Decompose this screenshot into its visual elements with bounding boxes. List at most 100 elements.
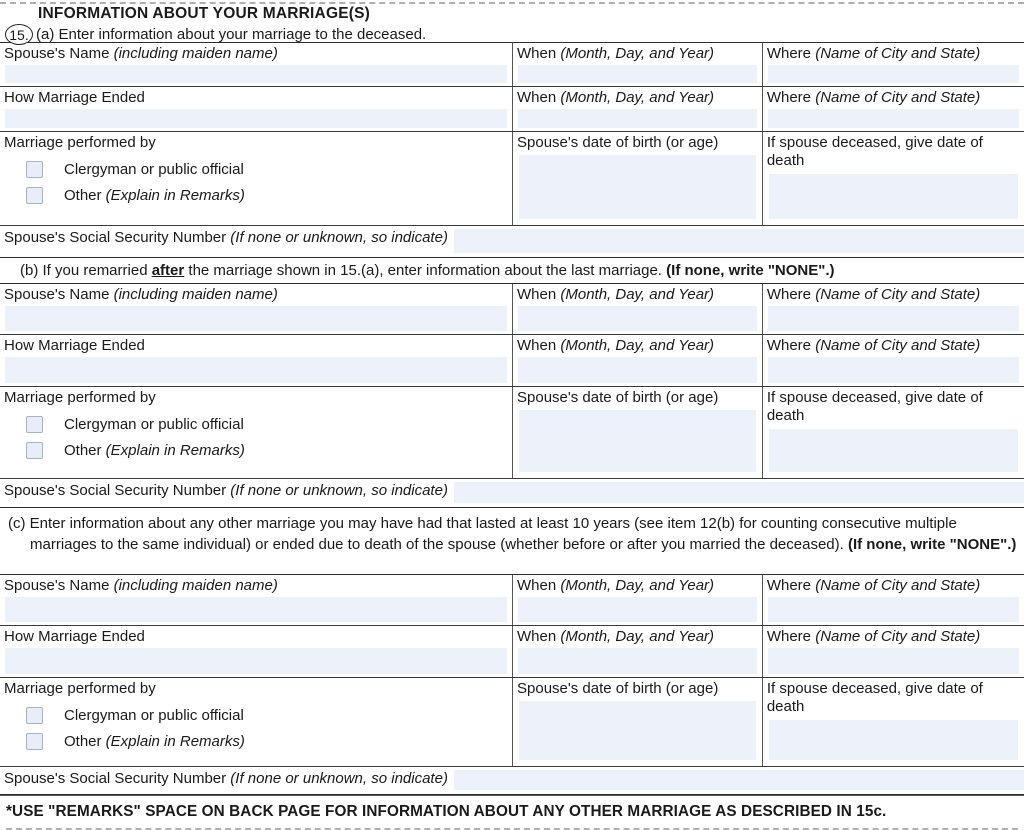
table-row: How Marriage Ended When (Month, Day, and…: [0, 625, 1024, 677]
table-row: Spouse's Social Security Number (If none…: [0, 766, 1024, 794]
clergyman-label: Clergyman or public official: [64, 415, 244, 433]
how-ended-input[interactable]: [5, 357, 507, 383]
spouse-dob-input[interactable]: [519, 155, 756, 219]
ended-when-input[interactable]: [518, 109, 757, 128]
footer: *USE "REMARKS" SPACE ON BACK PAGE FOR IN…: [0, 795, 1024, 830]
performed-by-cell: Marriage performed by Clergyman or publi…: [0, 132, 512, 225]
item-15b-text: (b) If you remarried after the marriage …: [20, 262, 835, 279]
other-checkbox[interactable]: [26, 442, 43, 460]
clergyman-label: Clergyman or public official: [64, 706, 244, 724]
spouse-name-label: Spouse's Name (including maiden name): [4, 577, 278, 594]
marriage-when-input[interactable]: [518, 65, 757, 83]
table-row: Marriage performed by Clergyman or publi…: [0, 131, 1024, 225]
spouse-name-input[interactable]: [5, 306, 507, 331]
table-row: Marriage performed by Clergyman or publi…: [0, 386, 1024, 478]
performed-by-label: Marriage performed by: [4, 389, 156, 406]
table-row: Spouse's Name (including maiden name) Wh…: [0, 575, 1024, 625]
page-top-cut-line: [0, 2, 1024, 4]
other-checkbox[interactable]: [26, 733, 43, 751]
date-of-death-input[interactable]: [768, 173, 1018, 219]
table-row: Spouse's Name (including maiden name) Wh…: [0, 43, 1024, 86]
marriage-when-input[interactable]: [518, 597, 757, 622]
spouse-ssn-input[interactable]: [453, 229, 1024, 253]
spouse-dob-label: Spouse's date of birth (or age): [517, 134, 719, 151]
spouse-name-input[interactable]: [5, 65, 507, 83]
spouse-dob-input[interactable]: [519, 410, 756, 472]
table-row: How Marriage Ended When (Month, Day, and…: [0, 334, 1024, 386]
spouse-ssn-input[interactable]: [453, 770, 1024, 790]
marriage-where-input[interactable]: [767, 306, 1019, 331]
spouse-name-cell: Spouse's Name (including maiden name): [0, 575, 512, 625]
where-label: Where (Name of City and State): [766, 577, 981, 594]
marriage-table-a: Spouse's Name (including maiden name) Wh…: [0, 42, 1024, 258]
marriage-where-cell: Where (Name of City and State): [761, 284, 1024, 334]
spouse-dob-cell: Spouse's date of birth (or age): [512, 132, 762, 225]
ended-where-input[interactable]: [767, 357, 1019, 383]
item-15b-intro: (b) If you remarried after the marriage …: [0, 258, 1024, 283]
table-row: Spouse's Social Security Number (If none…: [0, 225, 1024, 257]
other-option: Other (Explain in Remarks): [26, 732, 508, 751]
how-ended-cell: How Marriage Ended: [0, 626, 512, 677]
marriage-table-b: Spouse's Name (including maiden name) Wh…: [0, 283, 1024, 508]
performed-by-label: Marriage performed by: [4, 134, 156, 151]
marriage-where-input[interactable]: [767, 65, 1019, 83]
date-of-death-cell: If spouse deceased, give date of death: [761, 132, 1024, 225]
ended-where-input[interactable]: [767, 648, 1019, 674]
other-option: Other (Explain in Remarks): [26, 441, 508, 460]
where-label: Where (Name of City and State): [766, 286, 981, 303]
how-ended-input[interactable]: [5, 648, 507, 674]
other-label: Other (Explain in Remarks): [64, 441, 245, 459]
date-of-death-input[interactable]: [768, 428, 1018, 472]
other-option: Other (Explain in Remarks): [26, 186, 508, 205]
other-label: Other (Explain in Remarks): [64, 732, 245, 750]
when-label: When (Month, Day, and Year): [517, 89, 715, 106]
how-ended-label: How Marriage Ended: [4, 337, 145, 354]
how-ended-input[interactable]: [5, 109, 507, 128]
spouse-ssn-cell: Spouse's Social Security Number (If none…: [0, 479, 1024, 507]
marriage-where-input[interactable]: [767, 597, 1019, 622]
date-of-death-input[interactable]: [768, 719, 1018, 760]
date-of-death-label: If spouse deceased, give date of death: [766, 134, 983, 170]
spouse-name-label: Spouse's Name (including maiden name): [4, 286, 278, 303]
spouse-dob-cell: Spouse's date of birth (or age): [512, 678, 762, 766]
when-label: When (Month, Day, and Year): [517, 337, 715, 354]
ended-when-cell: When (Month, Day, and Year): [512, 87, 762, 131]
date-of-death-cell: If spouse deceased, give date of death: [761, 678, 1024, 766]
how-ended-label: How Marriage Ended: [4, 89, 145, 106]
how-ended-cell: How Marriage Ended: [0, 87, 512, 131]
spouse-ssn-label: Spouse's Social Security Number (If none…: [4, 770, 448, 787]
how-ended-cell: How Marriage Ended: [0, 335, 512, 386]
date-of-death-label: If spouse deceased, give date of death: [766, 680, 983, 716]
table-row: How Marriage Ended When (Month, Day, and…: [0, 86, 1024, 131]
marriage-when-input[interactable]: [518, 306, 757, 331]
item-15c-intro: (c) Enter information about any other ma…: [8, 515, 1017, 553]
spouse-dob-input[interactable]: [519, 701, 756, 760]
clergyman-option: Clergyman or public official: [26, 415, 508, 434]
item-15a-intro: (a) Enter information about your marriag…: [36, 26, 427, 43]
spouse-dob-label: Spouse's date of birth (or age): [517, 389, 719, 406]
item-15a-line: 15. (a) Enter information about your mar…: [0, 24, 1024, 45]
spouse-name-input[interactable]: [5, 597, 507, 622]
ended-when-input[interactable]: [518, 357, 757, 383]
clergyman-checkbox[interactable]: [26, 161, 43, 179]
marriage-when-cell: When (Month, Day, and Year): [512, 575, 762, 625]
date-of-death-cell: If spouse deceased, give date of death: [761, 387, 1024, 478]
marriage-table-c: Spouse's Name (including maiden name) Wh…: [0, 574, 1024, 795]
other-label: Other (Explain in Remarks): [64, 186, 245, 204]
clergyman-checkbox[interactable]: [26, 707, 43, 725]
spouse-ssn-input[interactable]: [453, 482, 1024, 503]
page-bottom-cut-line: [6, 828, 1018, 830]
ended-when-cell: When (Month, Day, and Year): [512, 626, 762, 677]
other-checkbox[interactable]: [26, 187, 43, 205]
ended-where-input[interactable]: [767, 109, 1019, 128]
where-label: Where (Name of City and State): [766, 337, 981, 354]
clergyman-label: Clergyman or public official: [64, 160, 244, 178]
marriage-when-cell: When (Month, Day, and Year): [512, 43, 762, 86]
clergyman-checkbox[interactable]: [26, 416, 43, 434]
clergyman-option: Clergyman or public official: [26, 706, 508, 725]
when-label: When (Month, Day, and Year): [517, 628, 715, 645]
spouse-ssn-cell: Spouse's Social Security Number (If none…: [0, 767, 1024, 794]
ended-when-input[interactable]: [518, 648, 757, 674]
spouse-ssn-cell: Spouse's Social Security Number (If none…: [0, 226, 1024, 257]
